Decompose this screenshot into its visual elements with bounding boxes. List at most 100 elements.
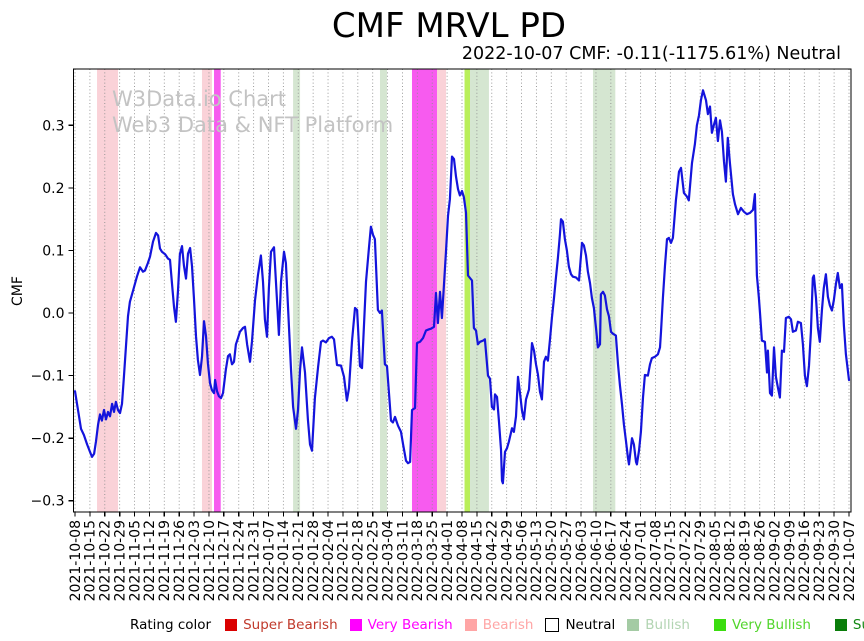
legend-swatch-super-bullish xyxy=(834,619,847,631)
x-tick-label: 2022-10-07 xyxy=(842,520,858,601)
rating-band-bearish xyxy=(436,69,447,512)
x-tick-label: 2022-09-02 xyxy=(767,520,783,601)
rating-band-bullish xyxy=(592,69,616,512)
x-tick-label: 2022-09-16 xyxy=(797,520,813,601)
legend-label: Very Bullish xyxy=(731,617,811,633)
x-tick-label: 2021-10-08 xyxy=(68,520,84,601)
x-tick-label: 2021-11-19 xyxy=(157,520,173,601)
x-tick-label: 2022-05-27 xyxy=(559,520,575,601)
rating-band-bullish xyxy=(293,69,301,512)
x-tick-label: 2022-01-21 xyxy=(291,520,307,601)
x-tick-label: 2021-12-03 xyxy=(187,520,203,601)
rating-band-very-bearish xyxy=(214,69,221,512)
x-tick-label: 2021-12-10 xyxy=(202,520,218,601)
x-tick-label: 2022-03-25 xyxy=(425,520,441,601)
x-tick-label: 2022-04-15 xyxy=(470,520,486,601)
x-tick-label: 2022-09-09 xyxy=(782,520,798,601)
legend-label: Super Bearish xyxy=(243,617,338,633)
y-tick-label: 0.0 xyxy=(42,306,64,322)
legend-swatch-bearish xyxy=(464,619,477,631)
x-tick-label: 2022-04-08 xyxy=(455,520,471,601)
legend-label: Very Bearish xyxy=(367,617,453,633)
x-tick-label: 2022-06-17 xyxy=(604,520,620,601)
y-tick-label: −0.1 xyxy=(31,369,65,385)
x-tick-label: 2022-06-03 xyxy=(574,520,590,601)
x-tick-label: 2022-06-10 xyxy=(589,520,605,601)
x-axis: 2021-10-082021-10-152021-10-222021-10-29… xyxy=(68,512,858,601)
legend-item-bearish: Bearish xyxy=(464,617,534,633)
x-tick-label: 2021-10-29 xyxy=(112,520,128,601)
x-tick-label: 2022-07-01 xyxy=(633,520,649,601)
x-tick-label: 2021-11-05 xyxy=(127,520,143,601)
rating-band-bullish xyxy=(470,69,489,512)
x-tick-label: 2022-05-06 xyxy=(514,520,530,601)
legend-label: Bullish xyxy=(645,617,690,633)
y-tick-label: 0.3 xyxy=(42,118,64,134)
x-tick-label: 2022-09-30 xyxy=(827,520,843,601)
legend-item-super-bullish: Super Bullish xyxy=(834,617,864,633)
rating-legend: Rating color Super Bearish Very Bearish Be… xyxy=(130,617,864,633)
y-tick-label: 0.1 xyxy=(42,243,64,259)
x-tick-label: 2022-04-22 xyxy=(485,520,501,601)
legend-item-bullish: Bullish xyxy=(627,617,690,633)
legend-item-very-bearish: Very Bearish xyxy=(349,617,453,633)
x-tick-label: 2022-06-24 xyxy=(619,520,635,601)
x-tick-label: 2022-04-01 xyxy=(440,520,456,601)
x-tick-label: 2021-10-15 xyxy=(83,520,99,601)
rating-band-very-bearish xyxy=(411,69,437,512)
x-tick-label: 2022-07-22 xyxy=(678,520,694,601)
y-tick-label: 0.2 xyxy=(42,181,64,197)
rating-band-bearish xyxy=(97,69,119,512)
legend-items: Super Bearish Very Bearish Bearish Neutral B… xyxy=(225,617,864,633)
legend-label: Super Bullish xyxy=(852,617,864,633)
gridlines xyxy=(74,69,850,512)
x-tick-label: 2022-08-26 xyxy=(752,520,768,601)
x-tick-label: 2022-04-29 xyxy=(499,520,515,601)
rating-band-bullish xyxy=(379,69,387,512)
x-tick-label: 2021-11-26 xyxy=(172,520,188,601)
x-tick-label: 2021-12-24 xyxy=(232,520,248,601)
x-tick-label: 2022-02-25 xyxy=(365,520,381,601)
x-tick-label: 2022-02-11 xyxy=(336,520,352,601)
x-tick-label: 2022-07-29 xyxy=(693,520,709,601)
rating-band-bearish xyxy=(201,69,212,512)
legend-swatch-neutral xyxy=(545,618,560,632)
x-tick-label: 2021-11-12 xyxy=(142,520,158,601)
x-tick-label: 2022-02-04 xyxy=(321,520,337,601)
x-tick-label: 2022-02-18 xyxy=(351,520,367,601)
x-tick-label: 2022-09-23 xyxy=(812,520,828,601)
x-tick-label: 2022-01-14 xyxy=(276,520,292,601)
legend-label: Bearish xyxy=(482,617,534,633)
cmf-line xyxy=(73,89,851,485)
chart-subtitle: 2022-10-07 CMF: -0.11(-1175.61%) Neutral xyxy=(461,44,841,64)
y-axis: 0.3 0.2 0.1 0.0 −0.1 −0.2 −0.3 xyxy=(31,118,74,510)
x-tick-label: 2021-12-17 xyxy=(217,520,233,601)
chart-title: CMF MRVL PD xyxy=(331,6,567,46)
x-tick-label: 2022-03-18 xyxy=(410,520,426,601)
legend-title: Rating color xyxy=(130,617,212,633)
x-tick-label: 2021-12-31 xyxy=(246,520,262,601)
y-tick-label: −0.2 xyxy=(31,431,65,447)
x-tick-label: 2022-05-13 xyxy=(529,520,545,601)
legend-item-super-bearish: Super Bearish xyxy=(225,617,338,633)
legend-item-neutral: Neutral xyxy=(545,617,615,633)
y-tick-label: −0.3 xyxy=(31,494,65,510)
rating-band-very-bullish xyxy=(464,69,471,512)
legend-swatch-super-bearish xyxy=(225,619,238,631)
legend-swatch-very-bullish xyxy=(713,619,726,631)
rating-bands xyxy=(97,69,616,512)
legend-swatch-very-bearish xyxy=(349,619,362,631)
legend-item-very-bullish: Very Bullish xyxy=(713,617,811,633)
x-tick-label: 2022-08-05 xyxy=(708,520,724,601)
x-tick-label: 2022-01-28 xyxy=(306,520,322,601)
x-tick-label: 2022-03-11 xyxy=(395,520,411,601)
x-tick-label: 2022-07-15 xyxy=(663,520,679,601)
x-tick-label: 2022-08-19 xyxy=(738,520,754,601)
legend-swatch-bullish xyxy=(627,619,640,631)
x-tick-label: 2022-03-04 xyxy=(380,520,396,601)
x-tick-label: 2021-10-22 xyxy=(98,520,114,601)
x-tick-label: 2022-07-08 xyxy=(648,520,664,601)
x-tick-label: 2022-08-12 xyxy=(723,520,739,601)
